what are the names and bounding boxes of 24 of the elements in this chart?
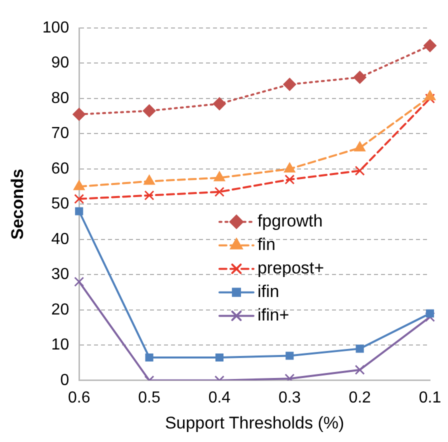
x-tick-label: 0.5: [138, 389, 160, 406]
y-tick-label: 20: [51, 301, 70, 318]
y-tick-label: 0: [60, 372, 70, 389]
y-tick-label: 80: [51, 90, 70, 107]
y-tick-label: 10: [51, 336, 70, 354]
y-tick-label: 70: [51, 125, 70, 142]
legend-label: fpgrowth: [257, 212, 323, 231]
x-tick-label: 0.4: [208, 389, 231, 406]
x-tick-label: 0.3: [278, 389, 301, 406]
x-axis-title: Support Thresholds (%): [164, 413, 344, 432]
legend-label: ifin: [257, 282, 280, 302]
x-tick-label: 0.6: [68, 389, 90, 406]
y-tick-label: 60: [51, 160, 70, 178]
y-tick-label: 100: [42, 19, 70, 36]
x-tick-label: 0.1: [418, 389, 442, 406]
y-axis-title: Seconds: [8, 168, 27, 240]
legend-label: ifin+: [257, 306, 290, 325]
y-tick-label: 40: [51, 230, 70, 248]
y-tick-label: 90: [51, 54, 70, 72]
y-tick-label: 30: [51, 266, 70, 284]
legend-label: prepost+: [257, 258, 324, 278]
legend-label: fin: [257, 235, 276, 254]
x-tick-label: 0.2: [348, 389, 372, 406]
y-tick-label: 50: [51, 196, 70, 213]
